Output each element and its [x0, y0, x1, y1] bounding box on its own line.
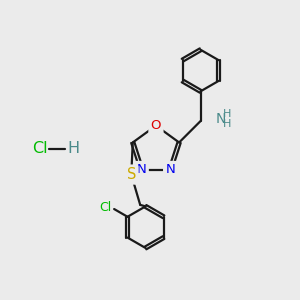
Text: Cl: Cl: [100, 201, 112, 214]
Text: S: S: [127, 167, 136, 182]
Text: N: N: [137, 163, 146, 176]
Text: H: H: [223, 119, 231, 129]
Text: O: O: [151, 119, 161, 132]
Text: N: N: [215, 112, 226, 126]
Text: H: H: [68, 141, 80, 156]
Text: H: H: [223, 109, 231, 119]
Text: Cl: Cl: [32, 141, 47, 156]
Text: N: N: [165, 163, 175, 176]
